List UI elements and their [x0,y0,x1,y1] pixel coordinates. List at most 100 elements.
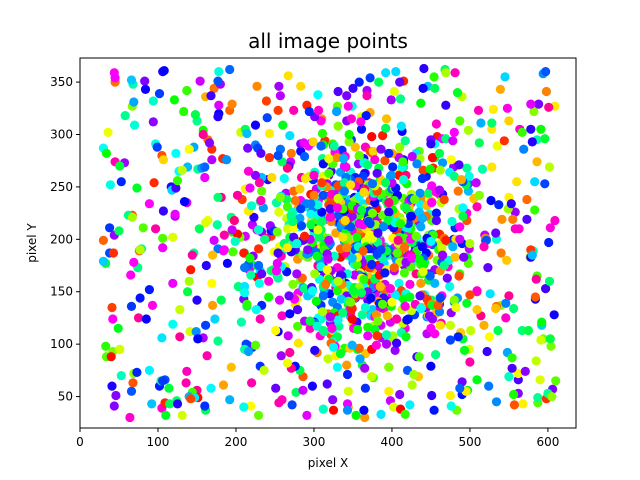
data-point [392,338,402,348]
data-point [264,292,274,302]
data-point [325,312,335,322]
data-point [135,293,145,303]
data-point [522,214,532,224]
data-point [132,367,142,377]
data-point [230,236,240,246]
data-point [352,232,362,242]
data-point [242,299,252,309]
data-point [384,386,394,396]
data-point [343,386,353,396]
data-point [445,335,455,345]
data-point [350,142,360,152]
data-point [359,187,369,197]
data-point [482,346,492,357]
data-point [418,267,428,277]
data-point [194,224,204,234]
data-point [132,183,142,193]
data-point [476,118,486,128]
data-point [168,278,178,288]
data-point [426,361,436,371]
data-point [388,162,398,172]
data-point [371,340,381,350]
data-point [275,91,285,101]
data-point [257,269,267,279]
data-point [283,331,293,341]
data-point [447,216,457,227]
data-point [135,245,145,255]
data-point [384,362,394,372]
x-tick-label: 400 [380,435,403,449]
data-point [415,188,425,198]
data-point [393,235,403,245]
data-point [108,314,118,324]
data-point [271,266,282,276]
data-point [148,117,158,127]
data-point [101,341,111,351]
data-point [239,248,249,258]
data-point [424,311,434,321]
data-point [395,77,405,87]
data-point [177,165,187,175]
data-point [182,366,192,376]
data-point [282,163,292,173]
x-axis-label: pixel X [308,456,348,470]
y-tick-label: 250 [50,180,73,194]
data-point [484,332,494,342]
data-point [342,243,352,253]
data-point [418,165,428,175]
data-point [513,375,523,385]
data-point [195,76,205,86]
data-point [504,116,514,126]
data-point [504,291,514,301]
data-point [286,148,296,158]
data-point [303,245,313,255]
data-point [396,121,406,131]
data-point [250,340,261,350]
data-point [356,124,367,134]
data-point [430,329,440,339]
data-point [409,369,419,380]
y-tick-label: 300 [50,128,73,142]
data-point [381,330,392,340]
data-point [386,170,396,180]
data-point [267,172,277,183]
data-point [222,258,232,268]
data-point [246,270,256,280]
data-point [425,164,435,174]
data-point [472,286,482,296]
data-point [518,399,528,409]
data-point [300,151,310,162]
data-point [374,77,384,87]
data-point [324,235,334,245]
data-point [323,254,333,264]
data-point [183,287,193,297]
data-point [218,380,229,390]
data-point [168,232,178,242]
data-point [405,279,415,289]
y-axis-label: pixel Y [25,223,39,263]
data-point [412,159,422,169]
data-point [306,209,316,219]
data-point [499,136,509,146]
data-point [225,395,235,405]
data-point [347,211,357,221]
data-point [462,298,472,308]
data-point [101,148,112,158]
data-point [276,351,286,361]
data-point [228,247,238,257]
data-point [529,106,539,117]
data-point [292,238,302,249]
data-point [317,307,328,317]
data-point [437,243,447,253]
data-point [314,105,324,115]
data-point [296,204,306,214]
data-point [338,308,348,318]
data-point [520,366,530,376]
data-point [216,295,226,305]
data-point [264,153,275,163]
data-point [445,320,455,330]
data-point [328,395,338,405]
data-point [465,357,475,367]
data-point [126,75,137,85]
data-point [312,251,322,261]
